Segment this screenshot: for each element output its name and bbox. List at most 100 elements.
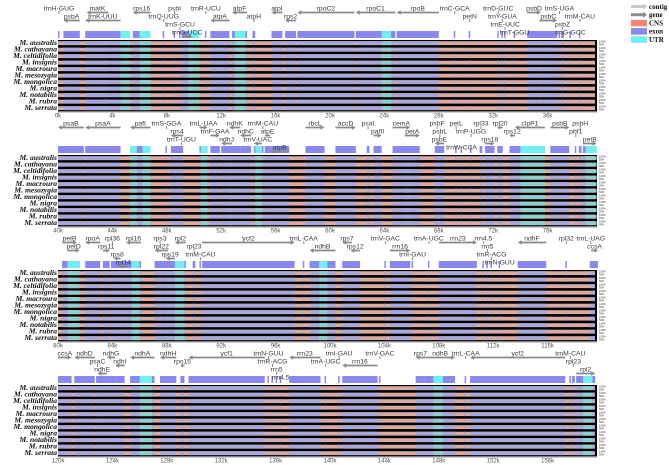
utr-fill [433, 412, 443, 417]
exon-fill [415, 399, 426, 404]
exon-fill [434, 208, 445, 213]
exon-fill [479, 195, 483, 200]
exon-fill [252, 106, 256, 111]
utr-fill [131, 277, 140, 282]
exon-block [565, 261, 567, 268]
exon-fill [162, 80, 165, 85]
exon-fill [396, 47, 439, 52]
utr-fill [520, 214, 545, 219]
utr-fill [67, 290, 80, 295]
exon-fill [252, 41, 256, 46]
gene-annotation: rps12 [504, 129, 521, 138]
exon-fill [202, 303, 295, 308]
gene-annotation: ndhA [130, 351, 155, 360]
exon-fill [504, 41, 506, 46]
exon-fill [181, 41, 193, 46]
gene-label: rpl23 [186, 244, 201, 251]
exon-fill [113, 277, 121, 282]
exon-fill [229, 201, 241, 206]
alignment-track [58, 430, 597, 437]
exon-fill [389, 336, 411, 341]
utr-fill [319, 303, 328, 308]
legend-label: exon [649, 28, 663, 36]
utr-fill [234, 47, 246, 52]
exon-fill [165, 329, 175, 334]
cns-fill [58, 438, 595, 443]
gene-arrow-icon [305, 125, 325, 130]
utr-fill [200, 162, 208, 167]
utr-fill [142, 221, 151, 226]
exon-fill [338, 425, 340, 430]
exon-fill [392, 188, 411, 193]
gene-arrow-icon [170, 133, 184, 138]
exon-block [180, 376, 185, 383]
gene-label: trnN-GUU [485, 260, 515, 267]
utr-fill [139, 451, 152, 456]
exon-fill [58, 156, 84, 161]
exon-fill [498, 336, 500, 341]
exon-fill [490, 329, 492, 334]
exon-fill [497, 195, 503, 200]
utr-fill [67, 316, 80, 321]
alignment-track [58, 79, 597, 86]
alignment-track [58, 309, 597, 316]
utr-fill [120, 54, 131, 59]
exon-fill [453, 80, 456, 85]
gene-label: trnV-GAC [365, 351, 394, 358]
exon-fill [130, 208, 151, 213]
exon-fill [578, 214, 582, 219]
exon-fill [517, 310, 547, 315]
alignment-track [58, 404, 597, 411]
gene-annotation: atpH [247, 14, 261, 22]
gene-annotation: rps7 [414, 351, 427, 360]
gene-label: ndhB [315, 244, 331, 251]
exon-fill [154, 277, 169, 282]
gene-label: ndhF [524, 236, 540, 243]
gene-label: trnT-UGU [167, 137, 196, 144]
gene-annotation: rps7 [340, 236, 354, 245]
exon-fill [262, 208, 264, 213]
exon-block [111, 261, 114, 268]
exon-fill [173, 60, 175, 65]
exon-fill [411, 284, 413, 289]
gene-annotation: trnK-UUU [85, 14, 121, 23]
exon-fill [565, 329, 567, 334]
exon-fill [210, 201, 220, 206]
exon-fill [297, 67, 355, 72]
exon-fill [63, 80, 80, 85]
exon-fill [162, 93, 165, 98]
exon-block [338, 376, 340, 383]
exon-fill [130, 175, 151, 180]
gene-label: trnY-GUA [488, 14, 517, 21]
gene-annotation: trnS-GCU [165, 22, 195, 30]
exon-fill [221, 169, 233, 174]
utr-fill [188, 80, 200, 85]
exon-fill [460, 175, 462, 180]
utr-block [381, 31, 392, 38]
exon-fill [74, 412, 95, 417]
exon-fill [119, 277, 128, 282]
exon-block [501, 31, 503, 38]
x-tick-label: 104k [378, 344, 392, 350]
utr-fill [139, 431, 152, 436]
exon-fill [297, 93, 355, 98]
exon-fill [438, 290, 477, 295]
exon-fill [468, 86, 471, 91]
exon-fill [160, 451, 177, 456]
x-tick-label: 12k [216, 114, 227, 120]
exon-fill [275, 438, 277, 443]
x-tick-label: 120k [51, 459, 65, 465]
gene-label: rpl2 [580, 367, 592, 374]
gene-label: rps12 [504, 129, 521, 136]
exon-fill [58, 208, 84, 213]
gene-arrow-icon [102, 248, 110, 253]
exon-fill [97, 418, 107, 423]
exon-fill [240, 156, 252, 161]
exon-fill [85, 208, 121, 213]
gene-label: trnL-UAG [576, 236, 605, 243]
percent-label: 50% [599, 331, 605, 335]
exon-fill [504, 47, 506, 52]
exon-fill [355, 54, 396, 59]
species-label: M. cathayana [13, 390, 57, 399]
exon-fill [113, 316, 121, 321]
